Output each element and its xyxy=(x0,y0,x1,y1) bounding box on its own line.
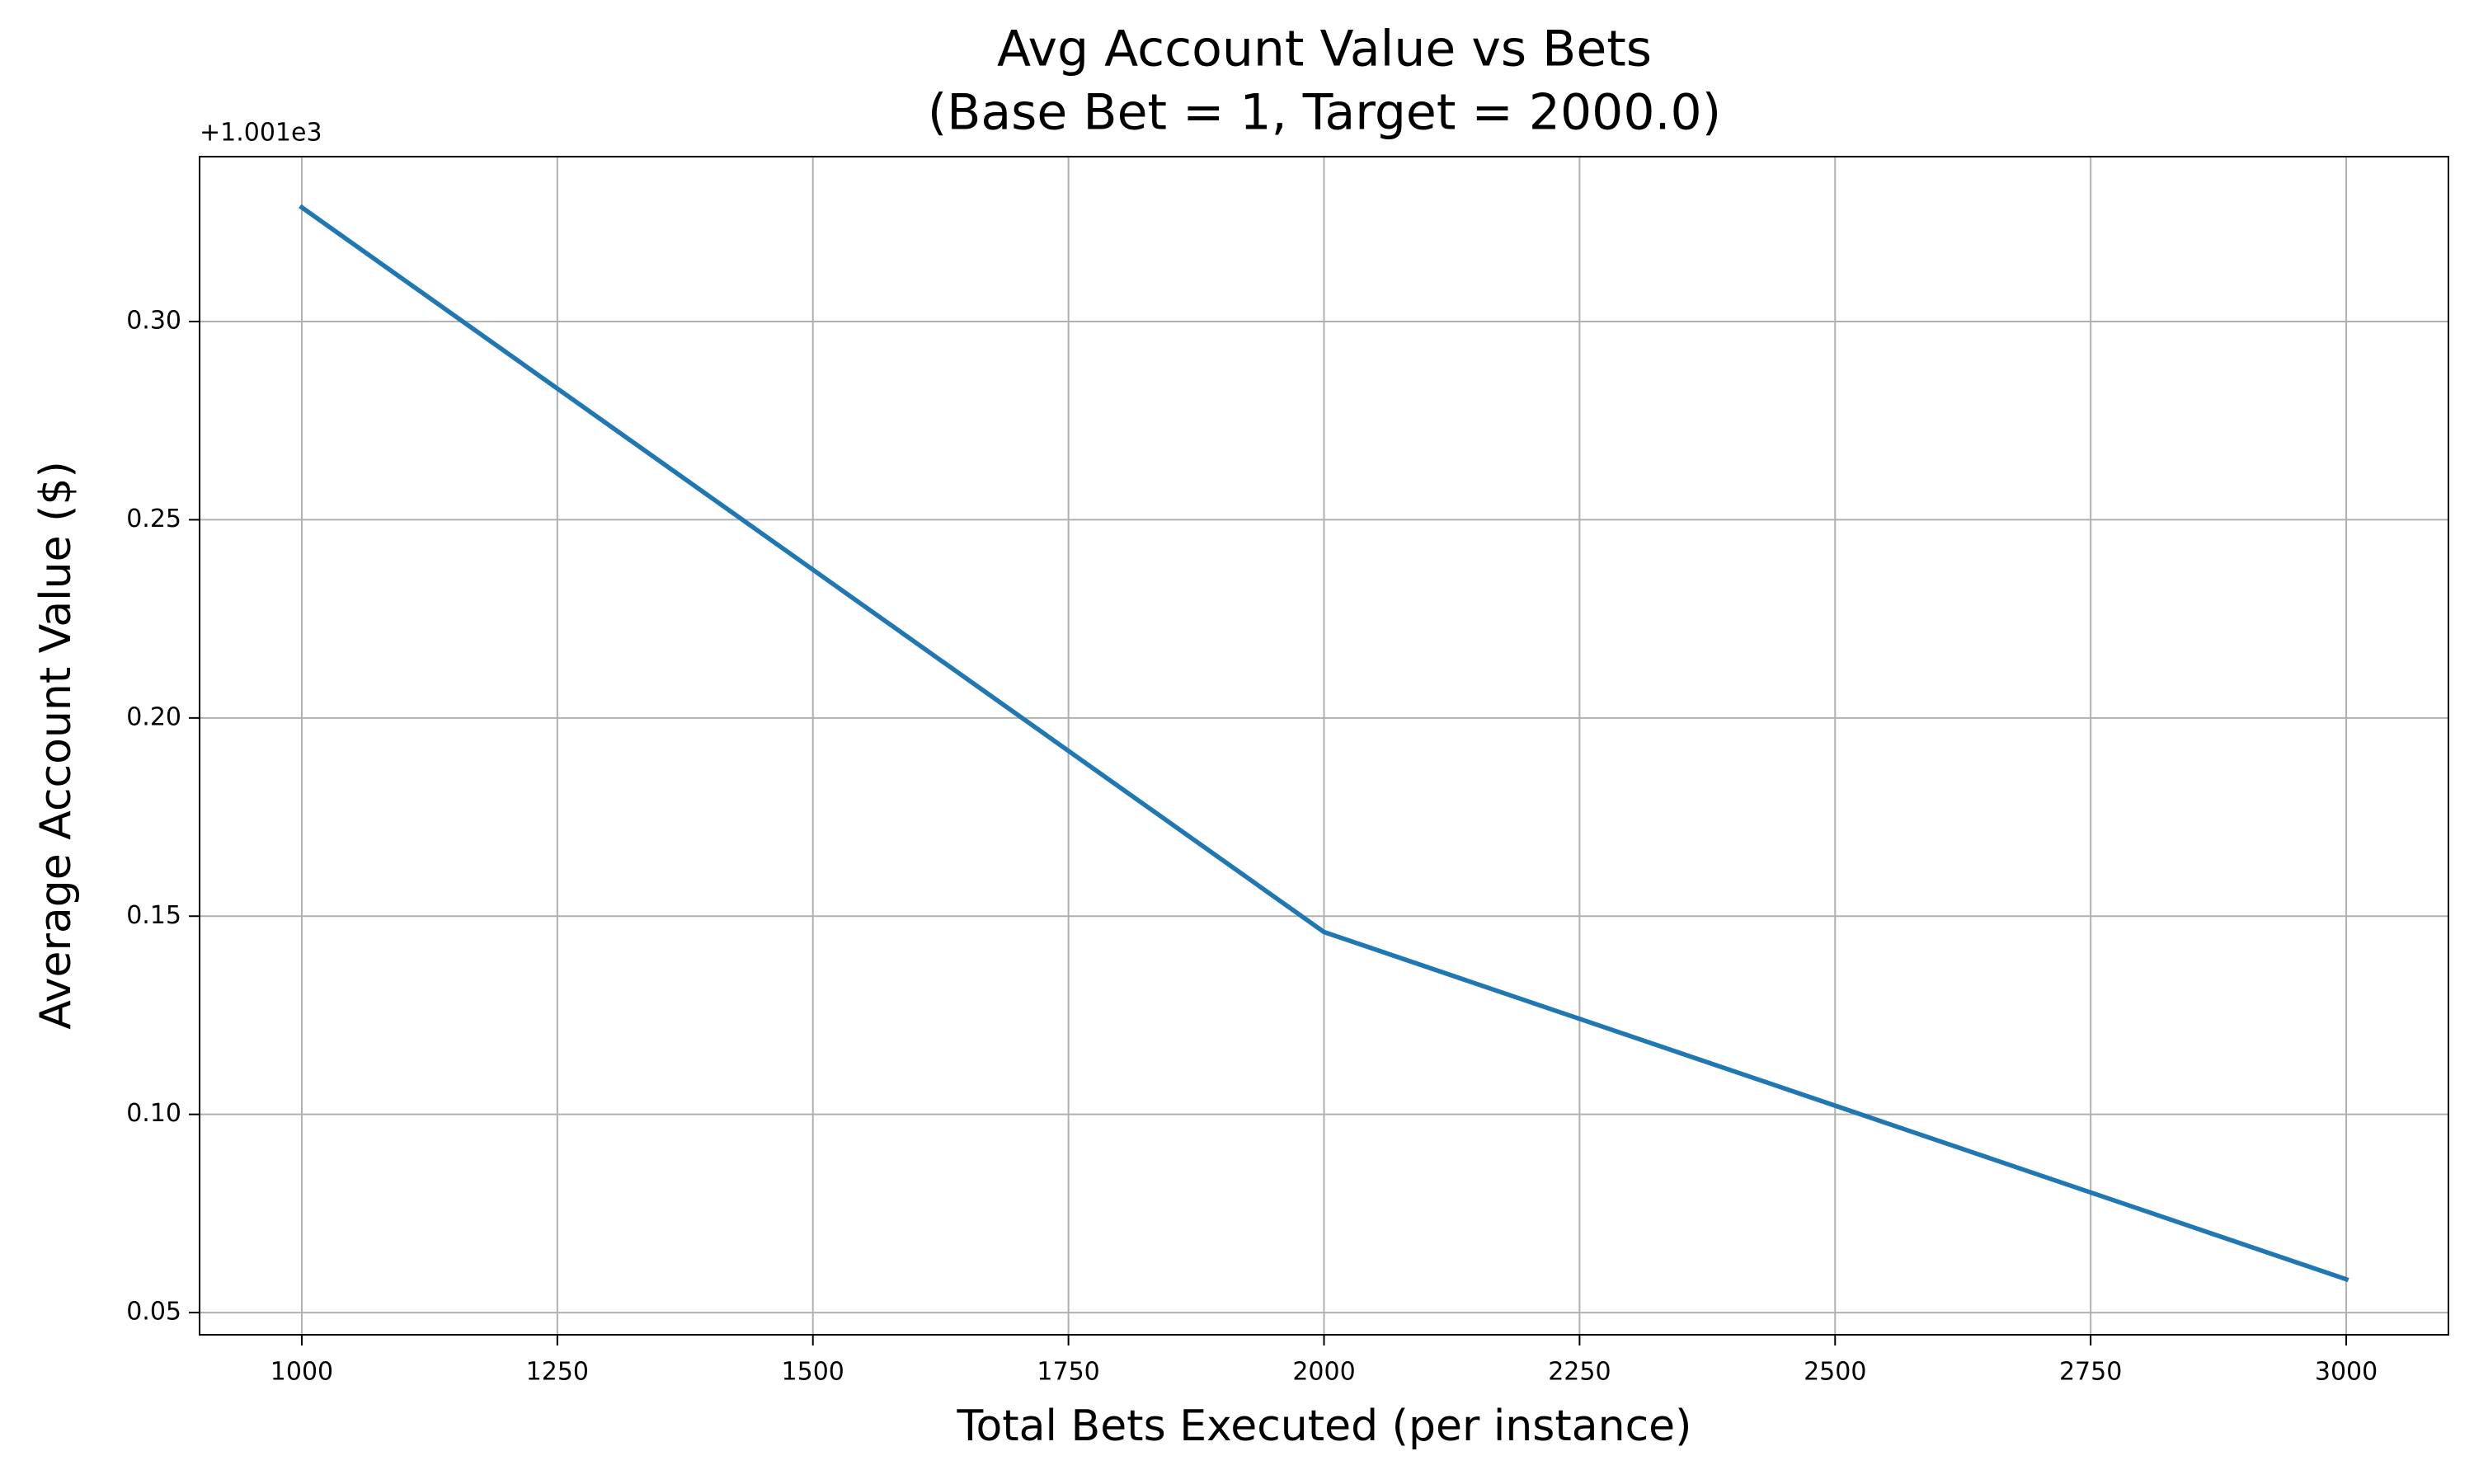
x-tick-label: 2000 xyxy=(1292,1358,1355,1387)
chart-title: Avg Account Value vs Bets xyxy=(997,21,1652,78)
y-tick-label: 0.30 xyxy=(126,307,181,336)
x-tick-label: 1500 xyxy=(782,1358,844,1387)
y-tick-label: 0.20 xyxy=(126,702,181,731)
y-offset-label: +1.001e3 xyxy=(200,119,322,148)
x-tick-label: 2750 xyxy=(2059,1358,2122,1387)
y-tick-label: 0.25 xyxy=(126,505,181,533)
y-tick-label: 0.15 xyxy=(126,901,181,930)
x-tick-label: 1750 xyxy=(1037,1358,1099,1387)
y-axis-label: Average Account Value ($) xyxy=(31,461,81,1030)
y-tick-label: 0.05 xyxy=(126,1298,181,1327)
x-tick-label: 1250 xyxy=(526,1358,589,1387)
x-tick-label: 2500 xyxy=(1804,1358,1866,1387)
chart-subtitle: (Base Bet = 1, Target = 2000.0) xyxy=(928,84,1721,142)
x-tick-label: 2250 xyxy=(1548,1358,1611,1387)
x-axis-label: Total Bets Executed (per instance) xyxy=(957,1402,1692,1451)
x-tick-label: 1000 xyxy=(270,1358,333,1387)
y-tick-label: 0.10 xyxy=(126,1099,181,1128)
x-tick-label: 3000 xyxy=(2315,1358,2378,1387)
plot-frame xyxy=(199,156,2449,1336)
data-line xyxy=(299,204,2349,1283)
